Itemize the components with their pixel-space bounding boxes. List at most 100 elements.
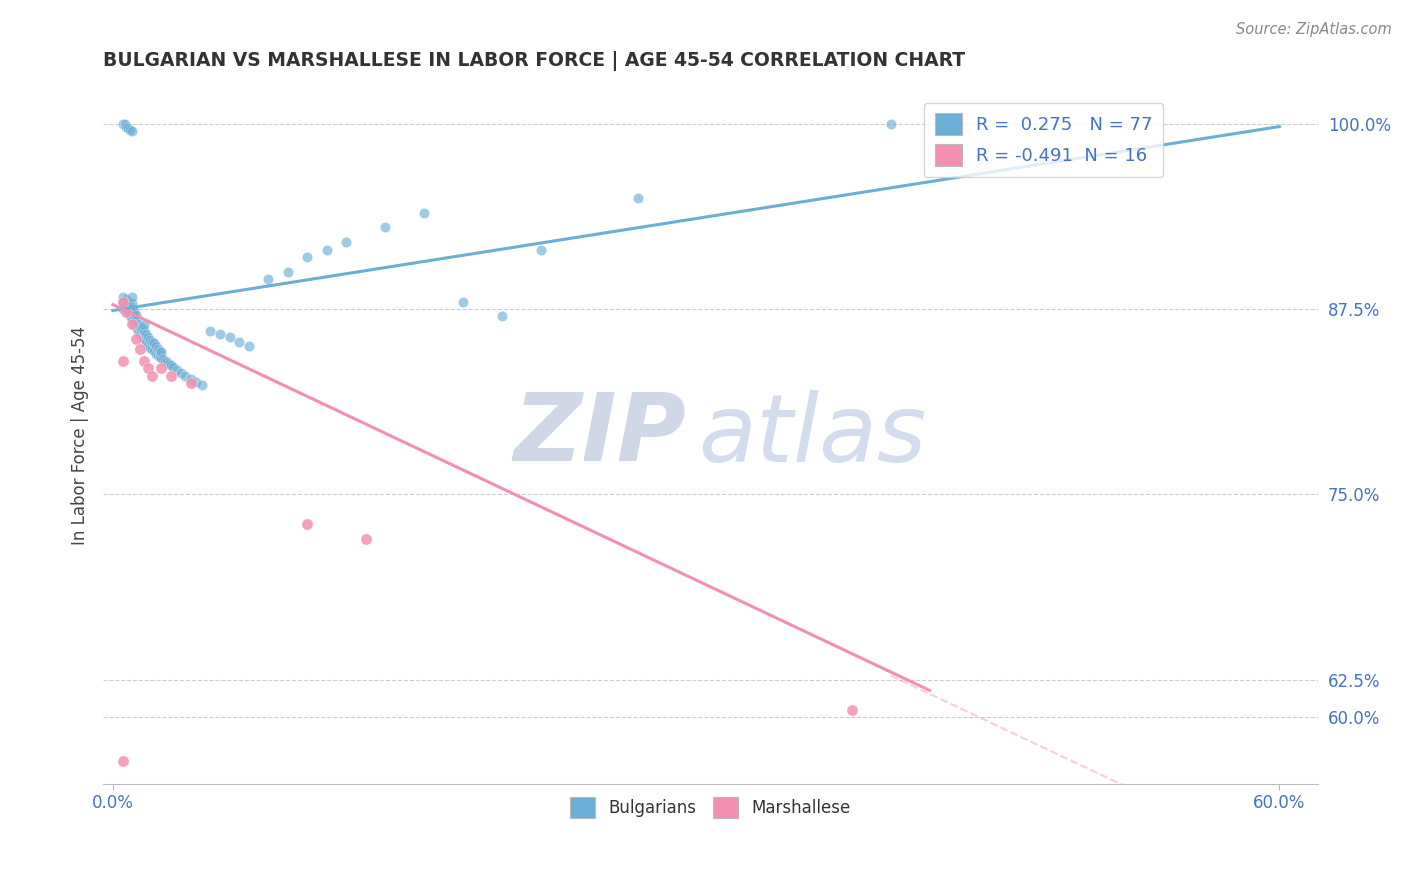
Point <box>117 121 139 136</box>
Point <box>129 327 152 342</box>
Point <box>160 368 183 383</box>
Point <box>218 330 240 344</box>
Point <box>142 343 165 358</box>
Point <box>121 306 143 320</box>
Point <box>180 372 202 386</box>
Point <box>132 324 155 338</box>
Point <box>879 117 901 131</box>
Point <box>841 702 863 716</box>
Point <box>148 343 170 358</box>
Point <box>114 117 136 131</box>
Point <box>228 334 250 349</box>
Point <box>354 532 377 546</box>
Point <box>127 317 149 331</box>
Point <box>180 376 202 391</box>
Point <box>152 352 174 367</box>
Point <box>132 332 155 346</box>
Point <box>115 305 138 319</box>
Point <box>131 321 153 335</box>
Point <box>129 319 152 334</box>
Point <box>125 319 148 334</box>
Point <box>150 345 173 359</box>
Point <box>627 191 650 205</box>
Point <box>529 243 551 257</box>
Point <box>136 361 159 376</box>
Text: BULGARIAN VS MARSHALLESE IN LABOR FORCE | AGE 45-54 CORRELATION CHART: BULGARIAN VS MARSHALLESE IN LABOR FORCE … <box>103 51 966 70</box>
Point <box>208 327 231 342</box>
Point <box>315 243 337 257</box>
Point <box>374 220 396 235</box>
Point <box>156 355 179 369</box>
Point <box>127 324 149 338</box>
Point <box>122 317 145 331</box>
Point <box>141 342 163 356</box>
Point <box>146 342 169 356</box>
Point <box>125 314 148 328</box>
Point <box>115 297 138 311</box>
Point <box>150 361 173 376</box>
Point <box>115 120 138 134</box>
Point <box>111 294 134 309</box>
Point <box>111 354 134 368</box>
Point <box>451 294 474 309</box>
Point <box>155 354 177 368</box>
Point <box>297 517 319 532</box>
Point <box>120 122 142 136</box>
Point <box>257 272 280 286</box>
Point <box>117 296 139 310</box>
Point <box>111 755 134 769</box>
Point <box>135 327 157 342</box>
Point <box>125 332 148 346</box>
Point <box>120 310 142 324</box>
Y-axis label: In Labor Force | Age 45-54: In Labor Force | Age 45-54 <box>72 326 89 545</box>
Point <box>111 301 134 316</box>
Point <box>145 339 167 353</box>
Point <box>122 310 145 324</box>
Point <box>111 294 134 309</box>
Point <box>150 351 173 365</box>
Point <box>170 366 193 380</box>
Point <box>121 317 143 331</box>
Point <box>166 363 188 377</box>
Point <box>238 339 260 353</box>
Point <box>297 250 319 264</box>
Point <box>115 301 138 315</box>
Point <box>120 299 142 313</box>
Point <box>277 265 299 279</box>
Point <box>146 348 169 362</box>
Point <box>131 330 153 344</box>
Point <box>413 205 436 219</box>
Point <box>121 312 143 326</box>
Point <box>111 117 134 131</box>
Point <box>121 296 143 310</box>
Point <box>141 368 163 383</box>
Point <box>132 354 155 368</box>
Point <box>160 359 183 373</box>
Point <box>121 290 143 304</box>
Point <box>139 333 162 347</box>
Point <box>186 375 208 389</box>
Point <box>191 377 214 392</box>
Point <box>132 318 155 333</box>
Point <box>142 336 165 351</box>
Point <box>115 292 138 306</box>
Text: ZIP: ZIP <box>513 389 686 481</box>
Point <box>111 290 134 304</box>
Point <box>122 303 145 318</box>
Legend: Bulgarians, Marshallese: Bulgarians, Marshallese <box>564 790 858 824</box>
Point <box>491 310 513 324</box>
Point <box>139 341 162 355</box>
Point <box>141 334 163 349</box>
Point <box>335 235 357 250</box>
Text: atlas: atlas <box>699 390 927 481</box>
Point <box>129 342 152 356</box>
Point <box>157 357 180 371</box>
Point <box>136 337 159 351</box>
Point <box>135 334 157 349</box>
Text: Source: ZipAtlas.com: Source: ZipAtlas.com <box>1236 22 1392 37</box>
Point <box>173 368 195 383</box>
Point <box>145 346 167 360</box>
Point <box>162 359 184 374</box>
Point <box>121 301 143 316</box>
Point <box>117 305 139 319</box>
